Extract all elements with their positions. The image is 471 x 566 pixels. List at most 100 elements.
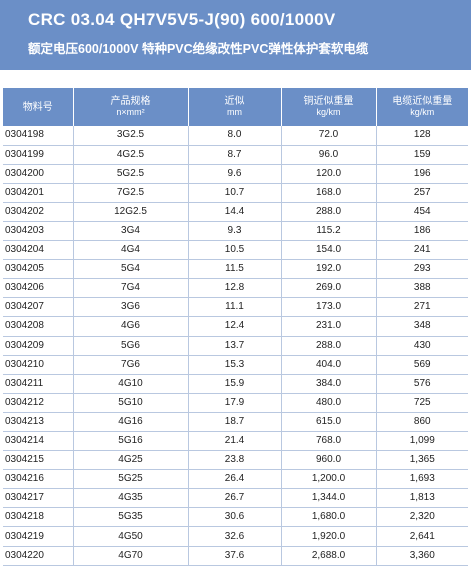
material-no-cell: 0304199 (3, 145, 74, 165)
copper-weight-cell: 768.0 (281, 431, 377, 452)
copper-weight-cell: 269.0 (281, 278, 377, 299)
diameter-cell: 15.9 (188, 374, 282, 394)
spec-cell: 4G4 (73, 240, 189, 261)
table-row: 0304220 4G70 37.6 2,688.0 3,360 (3, 546, 468, 566)
material-no-cell: 0304217 (3, 488, 74, 509)
spec-cell: 4G25 (73, 450, 189, 471)
spec-cell: 4G2.5 (73, 145, 189, 165)
material-no-cell: 0304198 (3, 126, 74, 146)
material-no-cell: 0304204 (3, 240, 74, 261)
material-no-cell: 0304207 (3, 297, 74, 318)
table-row: 0304213 4G16 18.7 615.0 860 (3, 412, 468, 433)
table-row: 0304215 4G25 23.8 960.0 1,365 (3, 450, 468, 471)
cable-weight-cell: 2,320 (376, 507, 468, 528)
spec-cell: 4G16 (73, 412, 189, 433)
cable-weight-cell: 2,641 (376, 526, 468, 547)
material-no-cell: 0304212 (3, 393, 74, 413)
material-no-cell: 0304210 (3, 355, 74, 375)
cable-weight-cell: 725 (376, 393, 468, 413)
header-row: 物料号 产品规格 n×mm² 近似 mm 铜近似重量 kg/km 电缆近似重量 … (3, 88, 468, 126)
spec-cell: 5G10 (73, 393, 189, 413)
spec-cell: 3G4 (73, 221, 189, 242)
table-row: 0304209 5G6 13.7 288.0 430 (3, 336, 468, 356)
material-no-cell: 0304203 (3, 221, 74, 242)
spec-table: 物料号 产品规格 n×mm² 近似 mm 铜近似重量 kg/km 电缆近似重量 … (3, 88, 468, 566)
cable-weight-cell: 1,099 (376, 431, 468, 452)
cable-weight-cell: 430 (376, 336, 468, 356)
cable-weight-cell: 569 (376, 355, 468, 375)
spec-cell: 5G6 (73, 336, 189, 356)
copper-weight-cell: 154.0 (281, 240, 377, 261)
col-header-diameter: 近似 mm (188, 88, 282, 126)
page-title: CRC 03.04 QH7V5V5-J(90) 600/1000V (28, 10, 336, 29)
spec-cell: 4G10 (73, 374, 189, 394)
spec-cell: 12G2.5 (73, 202, 189, 222)
table-row: 0304210 7G6 15.3 404.0 569 (3, 355, 468, 375)
header-banner: CRC 03.04 QH7V5V5-J(90) 600/1000V 额定电压60… (0, 0, 471, 70)
page-subtitle: 额定电压600/1000V 特种PVC绝缘改性PVC弹性体护套软电缆 (28, 42, 369, 56)
material-no-cell: 0304218 (3, 507, 74, 528)
material-no-cell: 0304211 (3, 374, 74, 394)
cable-weight-cell: 576 (376, 374, 468, 394)
material-no-cell: 0304215 (3, 450, 74, 471)
cable-weight-cell: 454 (376, 202, 468, 222)
spec-cell: 3G6 (73, 297, 189, 318)
cable-weight-cell: 196 (376, 164, 468, 184)
diameter-cell: 10.5 (188, 240, 282, 261)
material-no-cell: 0304216 (3, 469, 74, 490)
table-row: 0304203 3G4 9.3 115.2 186 (3, 221, 468, 242)
table-row: 0304212 5G10 17.9 480.0 725 (3, 393, 468, 413)
material-no-cell: 0304220 (3, 546, 74, 566)
spec-cell: 7G6 (73, 355, 189, 375)
material-no-cell: 0304201 (3, 183, 74, 203)
diameter-cell: 9.3 (188, 221, 282, 242)
table-row: 0304211 4G10 15.9 384.0 576 (3, 374, 468, 394)
copper-weight-cell: 115.2 (281, 221, 377, 242)
spec-cell: 4G70 (73, 546, 189, 566)
col-header-spec: 产品规格 n×mm² (73, 88, 189, 126)
diameter-cell: 13.7 (188, 336, 282, 356)
col-header-material-no: 物料号 (3, 88, 74, 126)
spec-cell: 7G2.5 (73, 183, 189, 203)
table-row: 0304214 5G16 21.4 768.0 1,099 (3, 431, 468, 452)
table-header: 物料号 产品规格 n×mm² 近似 mm 铜近似重量 kg/km 电缆近似重量 … (3, 88, 468, 126)
copper-weight-cell: 72.0 (281, 126, 377, 146)
table-row: 0304207 3G6 11.1 173.0 271 (3, 297, 468, 318)
copper-weight-cell: 288.0 (281, 202, 377, 222)
diameter-cell: 10.7 (188, 183, 282, 203)
material-no-cell: 0304208 (3, 316, 74, 337)
diameter-cell: 26.7 (188, 488, 282, 509)
copper-weight-cell: 288.0 (281, 336, 377, 356)
spec-cell: 7G4 (73, 278, 189, 299)
table-row: 0304202 12G2.5 14.4 288.0 454 (3, 202, 468, 222)
copper-weight-cell: 1,344.0 (281, 488, 377, 509)
material-no-cell: 0304205 (3, 259, 74, 280)
cable-weight-cell: 257 (376, 183, 468, 203)
table-row: 0304204 4G4 10.5 154.0 241 (3, 240, 468, 261)
col-header-cable-weight: 电缆近似重量 kg/km (376, 88, 468, 126)
diameter-cell: 8.7 (188, 145, 282, 165)
diameter-cell: 18.7 (188, 412, 282, 433)
spec-cell: 5G35 (73, 507, 189, 528)
cable-weight-cell: 241 (376, 240, 468, 261)
table-row: 0304217 4G35 26.7 1,344.0 1,813 (3, 488, 468, 509)
table-row: 0304208 4G6 12.4 231.0 348 (3, 316, 468, 337)
material-no-cell: 0304219 (3, 526, 74, 547)
col-header-copper-weight: 铜近似重量 kg/km (281, 88, 377, 126)
diameter-cell: 12.8 (188, 278, 282, 299)
material-no-cell: 0304202 (3, 202, 74, 222)
spec-cell: 4G50 (73, 526, 189, 547)
material-no-cell: 0304213 (3, 412, 74, 433)
copper-weight-cell: 192.0 (281, 259, 377, 280)
cable-weight-cell: 271 (376, 297, 468, 318)
copper-weight-cell: 384.0 (281, 374, 377, 394)
table-row: 0304201 7G2.5 10.7 168.0 257 (3, 183, 468, 203)
table-row: 0304218 5G35 30.6 1,680.0 2,320 (3, 507, 468, 528)
table-row: 0304199 4G2.5 8.7 96.0 159 (3, 145, 468, 165)
cable-weight-cell: 293 (376, 259, 468, 280)
copper-weight-cell: 615.0 (281, 412, 377, 433)
copper-weight-cell: 2,688.0 (281, 546, 377, 566)
table-row: 0304198 3G2.5 8.0 72.0 128 (3, 126, 468, 146)
diameter-cell: 21.4 (188, 431, 282, 452)
material-no-cell: 0304209 (3, 336, 74, 356)
